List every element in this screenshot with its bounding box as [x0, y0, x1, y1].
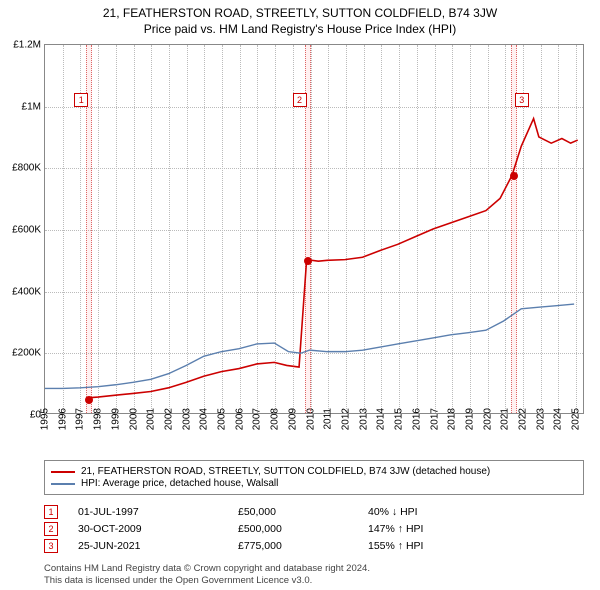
- event-date: 01-JUL-1997: [78, 506, 218, 518]
- series-line-property: [89, 119, 578, 398]
- y-tick-label: £200K: [5, 348, 41, 359]
- event-date: 30-OCT-2009: [78, 523, 218, 535]
- legend-swatch: [51, 471, 75, 473]
- event-table: 1 01-JUL-1997 £50,000 40% ↓ HPI 2 30-OCT…: [44, 502, 584, 556]
- line-series-svg: [45, 45, 583, 413]
- table-row: 3 25-JUN-2021 £775,000 155% ↑ HPI: [44, 539, 584, 553]
- event-pct: 147% ↑ HPI: [368, 523, 478, 535]
- event-marker-dot: [304, 257, 312, 265]
- y-tick-label: £400K: [5, 286, 41, 297]
- legend: 21, FEATHERSTON ROAD, STREETLY, SUTTON C…: [44, 460, 584, 495]
- event-marker-box: 1: [74, 93, 88, 107]
- footer-line: Contains HM Land Registry data © Crown c…: [44, 563, 584, 575]
- table-row: 2 30-OCT-2009 £500,000 147% ↑ HPI: [44, 522, 584, 536]
- footer: Contains HM Land Registry data © Crown c…: [44, 563, 584, 587]
- title-block: 21, FEATHERSTON ROAD, STREETLY, SUTTON C…: [0, 0, 600, 36]
- event-marker-dot: [85, 396, 93, 404]
- event-price: £500,000: [238, 523, 348, 535]
- y-tick-label: £1M: [5, 101, 41, 112]
- event-price: £775,000: [238, 540, 348, 552]
- footer-line: This data is licensed under the Open Gov…: [44, 575, 584, 587]
- table-row: 1 01-JUL-1997 £50,000 40% ↓ HPI: [44, 505, 584, 519]
- legend-swatch: [51, 483, 75, 485]
- legend-item: HPI: Average price, detached house, Wals…: [51, 478, 577, 489]
- y-tick-label: £800K: [5, 163, 41, 174]
- event-number-box: 1: [44, 505, 58, 519]
- y-tick-label: £600K: [5, 225, 41, 236]
- event-date: 25-JUN-2021: [78, 540, 218, 552]
- event-marker-box: 3: [515, 93, 529, 107]
- event-price: £50,000: [238, 506, 348, 518]
- event-pct: 40% ↓ HPI: [368, 506, 478, 518]
- event-number-box: 2: [44, 522, 58, 536]
- chart-container: 21, FEATHERSTON ROAD, STREETLY, SUTTON C…: [0, 0, 600, 590]
- event-marker-box: 2: [293, 93, 307, 107]
- title-address: 21, FEATHERSTON ROAD, STREETLY, SUTTON C…: [0, 6, 600, 20]
- event-pct: 155% ↑ HPI: [368, 540, 478, 552]
- y-tick-label: £1.2M: [5, 40, 41, 51]
- chart-area: £0£200K£400K£600K£800K£1M£1.2M1995199619…: [44, 44, 584, 414]
- event-marker-dot: [510, 172, 518, 180]
- plot-area: £0£200K£400K£600K£800K£1M£1.2M1995199619…: [44, 44, 584, 414]
- event-number-box: 3: [44, 539, 58, 553]
- y-tick-label: £0: [5, 410, 41, 421]
- legend-label: 21, FEATHERSTON ROAD, STREETLY, SUTTON C…: [81, 466, 490, 477]
- legend-item: 21, FEATHERSTON ROAD, STREETLY, SUTTON C…: [51, 466, 577, 477]
- title-subtitle: Price paid vs. HM Land Registry's House …: [0, 22, 600, 36]
- legend-label: HPI: Average price, detached house, Wals…: [81, 478, 278, 489]
- series-line-hpi: [45, 304, 574, 388]
